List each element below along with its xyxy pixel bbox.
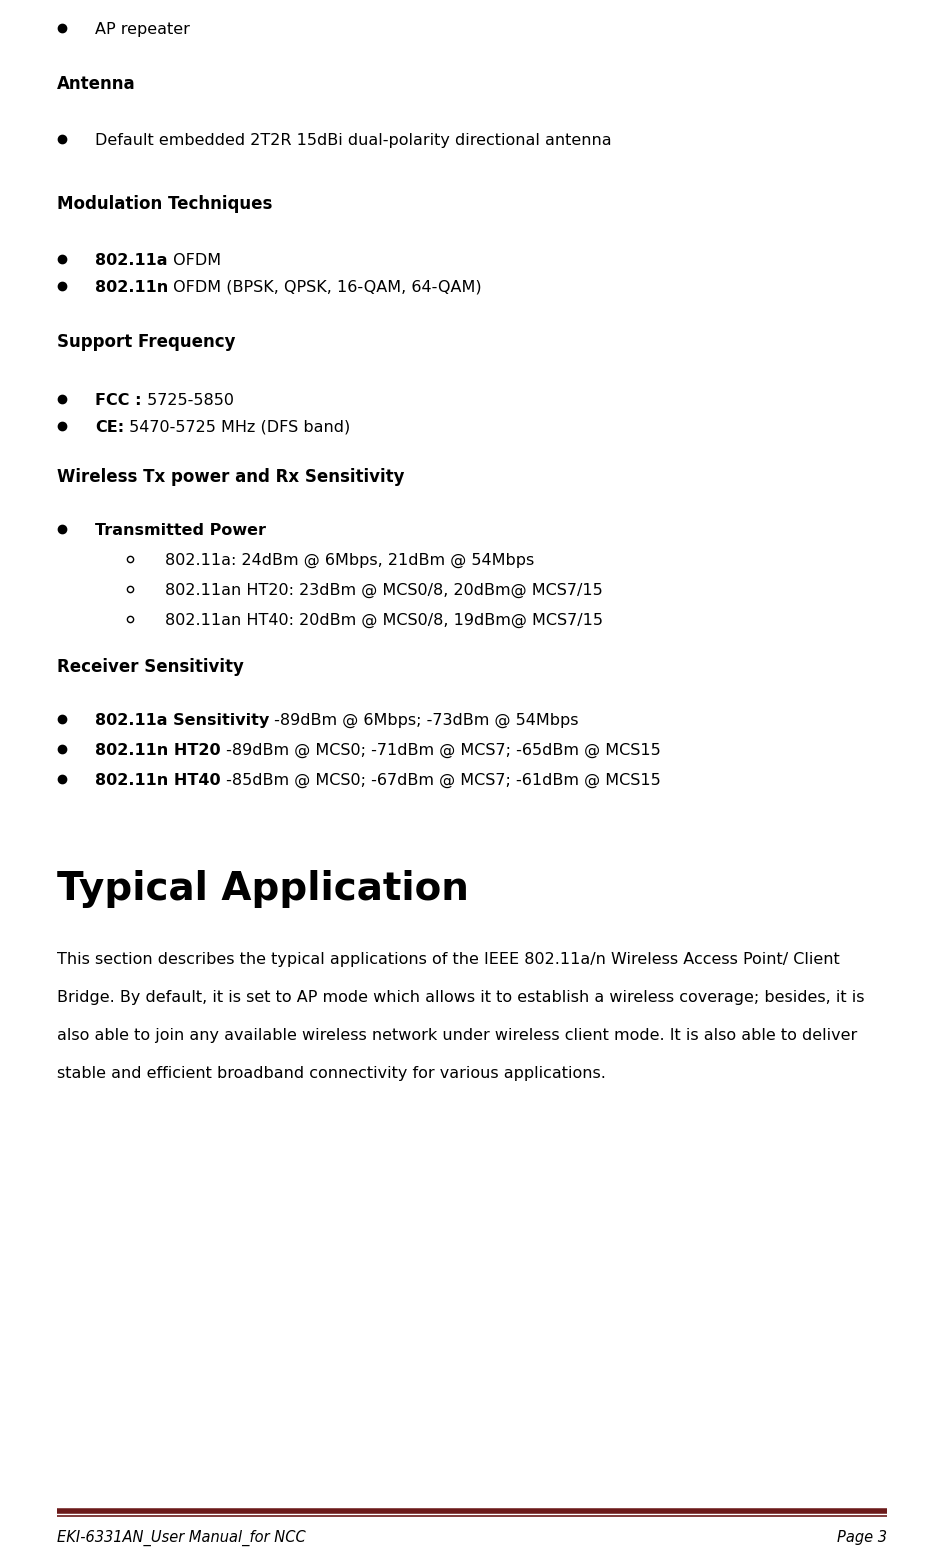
Text: OFDM (BPSK, QPSK, 16-QAM, 64-QAM): OFDM (BPSK, QPSK, 16-QAM, 64-QAM) xyxy=(168,280,481,295)
Text: -85dBm @ MCS0; -67dBm @ MCS7; -61dBm @ MCS15: -85dBm @ MCS0; -67dBm @ MCS7; -61dBm @ M… xyxy=(221,774,661,788)
Text: Receiver Sensitivity: Receiver Sensitivity xyxy=(57,658,244,677)
Text: 802.11a: 24dBm @ 6Mbps, 21dBm @ 54Mbps: 802.11a: 24dBm @ 6Mbps, 21dBm @ 54Mbps xyxy=(165,553,534,569)
Text: 5725-5850: 5725-5850 xyxy=(142,392,233,408)
Text: This section describes the typical applications of the IEEE 802.11a/n Wireless A: This section describes the typical appli… xyxy=(57,952,840,967)
Text: EKI-6331AN_User Manual_for NCC: EKI-6331AN_User Manual_for NCC xyxy=(57,1530,306,1546)
Text: Bridge. By default, it is set to AP mode which allows it to establish a wireless: Bridge. By default, it is set to AP mode… xyxy=(57,989,865,1005)
Text: 5470-5725 MHz (DFS band): 5470-5725 MHz (DFS band) xyxy=(124,420,350,435)
Text: Support Frequency: Support Frequency xyxy=(57,333,235,352)
Text: Transmitted Power: Transmitted Power xyxy=(95,524,266,538)
Text: -89dBm @ 6Mbps; -73dBm @ 54Mbps: -89dBm @ 6Mbps; -73dBm @ 54Mbps xyxy=(269,713,579,728)
Text: Antenna: Antenna xyxy=(57,75,136,94)
Text: Wireless Tx power and Rx Sensitivity: Wireless Tx power and Rx Sensitivity xyxy=(57,467,404,486)
Text: 802.11an HT40: 20dBm @ MCS0/8, 19dBm@ MCS7/15: 802.11an HT40: 20dBm @ MCS0/8, 19dBm@ MC… xyxy=(165,613,603,628)
Text: also able to join any available wireless network under wireless client mode. It : also able to join any available wireless… xyxy=(57,1028,857,1043)
Text: 802.11a: 802.11a xyxy=(95,253,167,267)
Text: Typical Application: Typical Application xyxy=(57,871,469,908)
Text: Default embedded 2T2R 15dBi dual-polarity directional antenna: Default embedded 2T2R 15dBi dual-polarit… xyxy=(95,133,612,148)
Text: Modulation Techniques: Modulation Techniques xyxy=(57,195,273,213)
Text: 802.11n HT20: 802.11n HT20 xyxy=(95,742,221,758)
Text: 802.11an HT20: 23dBm @ MCS0/8, 20dBm@ MCS7/15: 802.11an HT20: 23dBm @ MCS0/8, 20dBm@ MC… xyxy=(165,583,603,599)
Text: 802.11n HT40: 802.11n HT40 xyxy=(95,774,221,788)
Text: stable and efficient broadband connectivity for various applications.: stable and efficient broadband connectiv… xyxy=(57,1066,606,1082)
Text: OFDM: OFDM xyxy=(167,253,221,267)
Text: -89dBm @ MCS0; -71dBm @ MCS7; -65dBm @ MCS15: -89dBm @ MCS0; -71dBm @ MCS7; -65dBm @ M… xyxy=(221,742,661,758)
Text: FCC :: FCC : xyxy=(95,392,142,408)
Text: CE:: CE: xyxy=(95,420,124,435)
Text: 802.11a Sensitivity: 802.11a Sensitivity xyxy=(95,713,269,728)
Text: 802.11n: 802.11n xyxy=(95,280,168,295)
Text: AP repeater: AP repeater xyxy=(95,22,190,38)
Text: Page 3: Page 3 xyxy=(837,1530,887,1544)
